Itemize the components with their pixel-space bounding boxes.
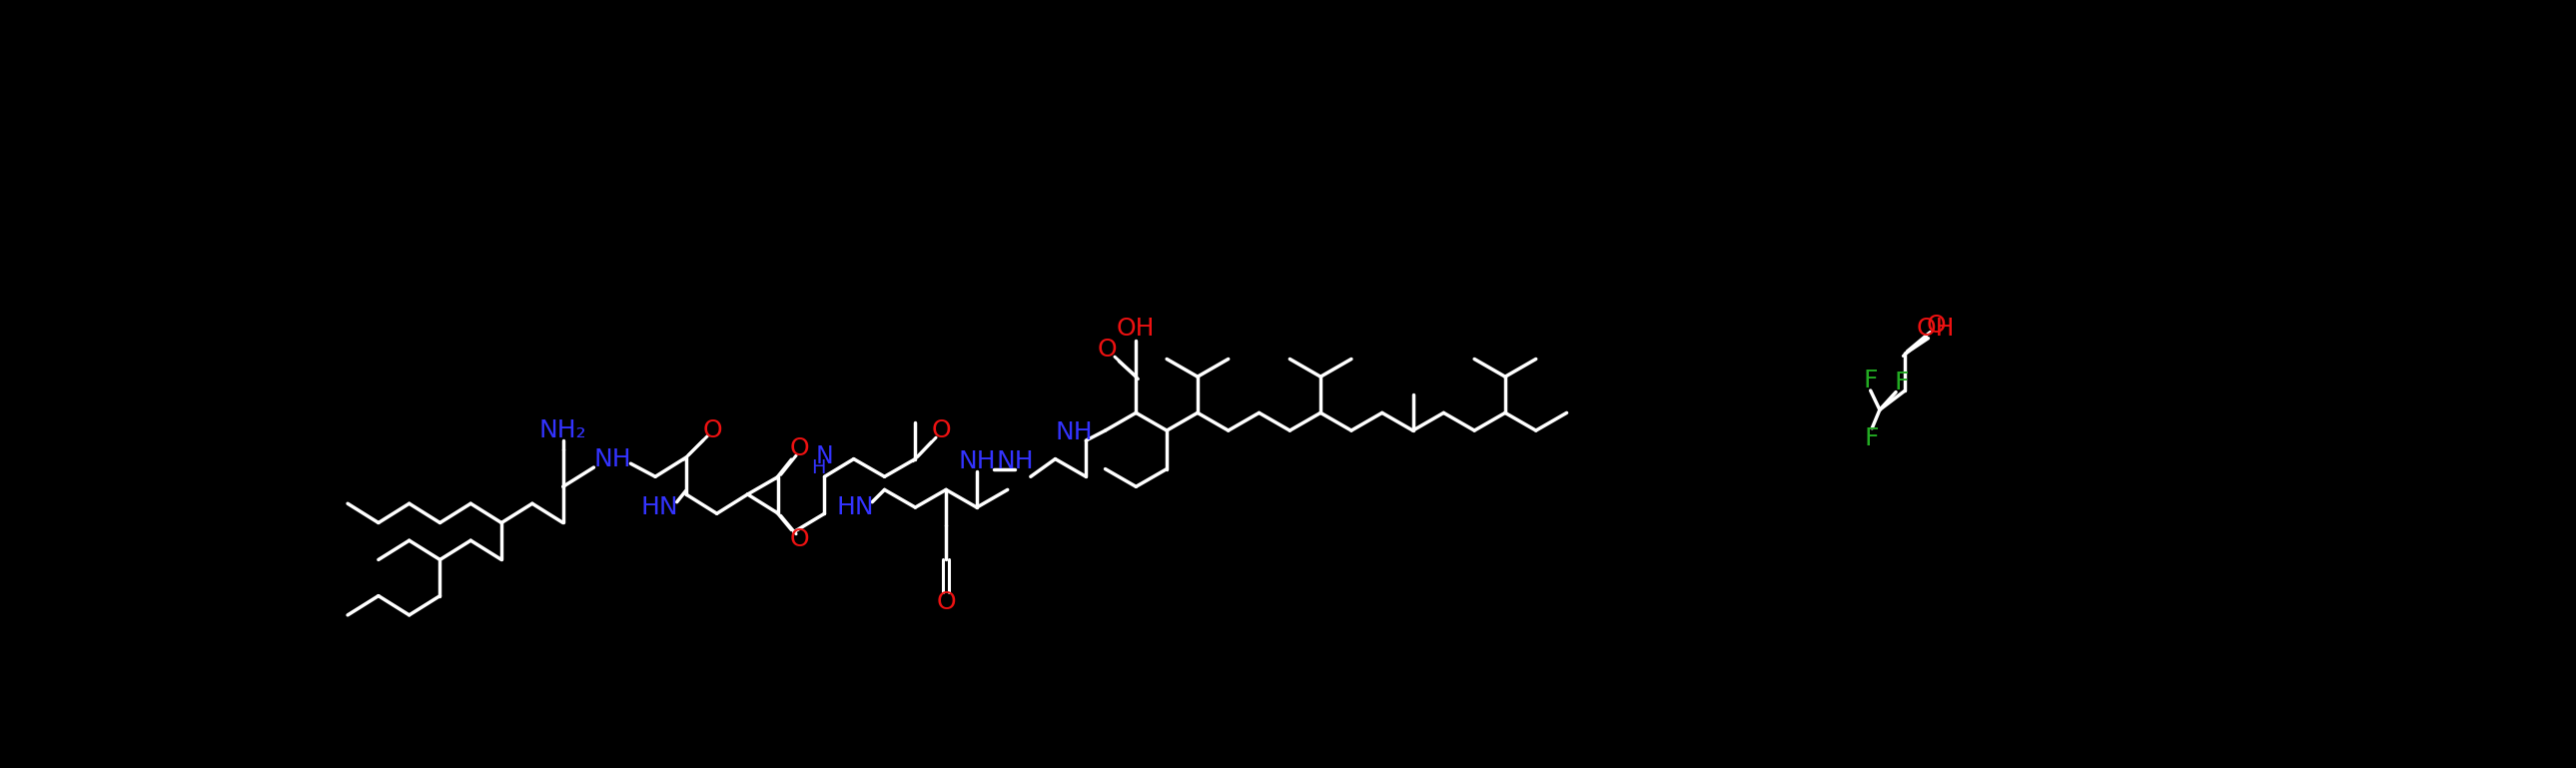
Text: O: O [935,590,956,614]
Text: H: H [811,458,824,477]
Text: OH: OH [1917,317,1955,341]
Text: OH: OH [1118,317,1154,341]
Text: F: F [1893,370,1909,394]
Text: F: F [1862,369,1878,392]
Text: O: O [1097,338,1118,362]
Text: O: O [791,436,809,460]
Text: F: F [1865,426,1880,450]
Text: NH: NH [997,449,1033,473]
Text: NH: NH [595,448,631,472]
Text: O: O [1927,313,1945,337]
Text: O: O [933,419,951,442]
Text: HN: HN [837,495,873,519]
Text: N: N [817,445,835,468]
Text: NH₂: NH₂ [538,419,587,442]
Text: NH: NH [958,449,994,473]
Text: O: O [791,528,809,551]
Text: O: O [703,419,724,442]
Text: HN: HN [641,495,677,519]
Text: NH: NH [1056,421,1092,445]
